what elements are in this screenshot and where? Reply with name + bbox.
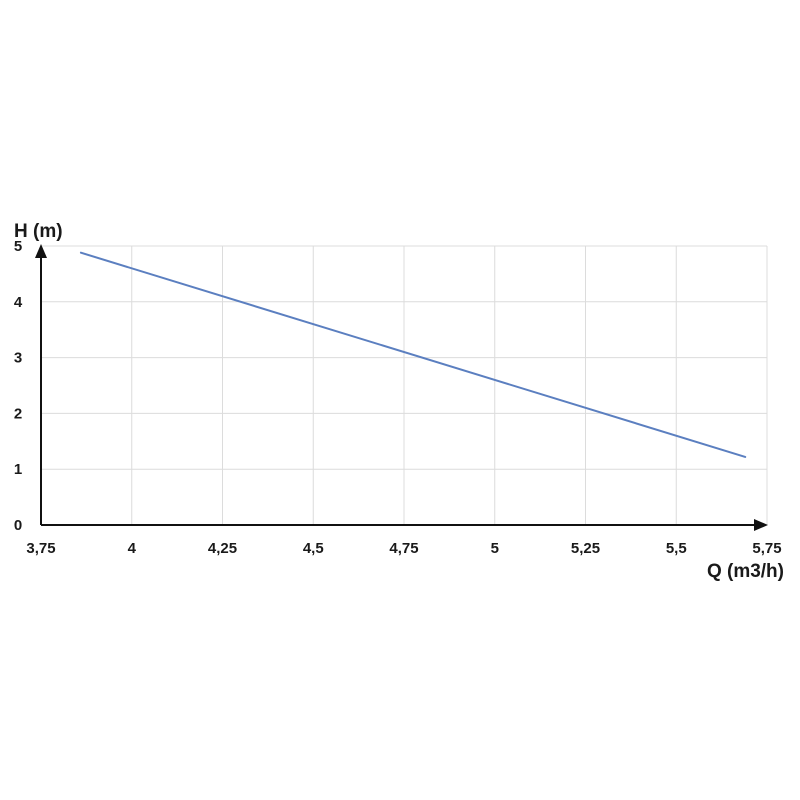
x-tick-label: 5,5 (666, 540, 687, 557)
series (79, 251, 747, 458)
x-tick-label: 4,75 (389, 540, 418, 557)
x-axis-title: Q (m3/h) (707, 561, 784, 582)
x-tick-label: 4,5 (303, 540, 324, 557)
tick-labels: 3,75 4 4,25 4,5 4,75 5 5,25 5,5 5,75 0 1 2 3 4 5 (14, 238, 782, 557)
y-tick-label: 5 (14, 238, 22, 255)
x-tick-label: 5,75 (752, 540, 781, 557)
y-axis-title: H (m) (14, 221, 63, 242)
x-tick-label: 4 (128, 540, 137, 557)
y-tick-label: 2 (14, 405, 22, 422)
y-tick-label: 4 (14, 294, 23, 311)
x-axis-arrow-icon (754, 519, 768, 531)
x-tick-label: 5 (491, 540, 499, 557)
x-tick-label: 3,75 (26, 540, 55, 557)
x-tick-label: 4,25 (208, 540, 237, 557)
y-tick-label: 1 (14, 461, 22, 478)
grid (41, 245, 768, 525)
axes (35, 244, 768, 531)
y-tick-label: 3 (14, 350, 22, 367)
y-axis-arrow-icon (35, 244, 47, 258)
series-line (79, 251, 747, 458)
y-tick-label: 0 (14, 517, 22, 534)
x-tick-label: 5,25 (571, 540, 600, 557)
